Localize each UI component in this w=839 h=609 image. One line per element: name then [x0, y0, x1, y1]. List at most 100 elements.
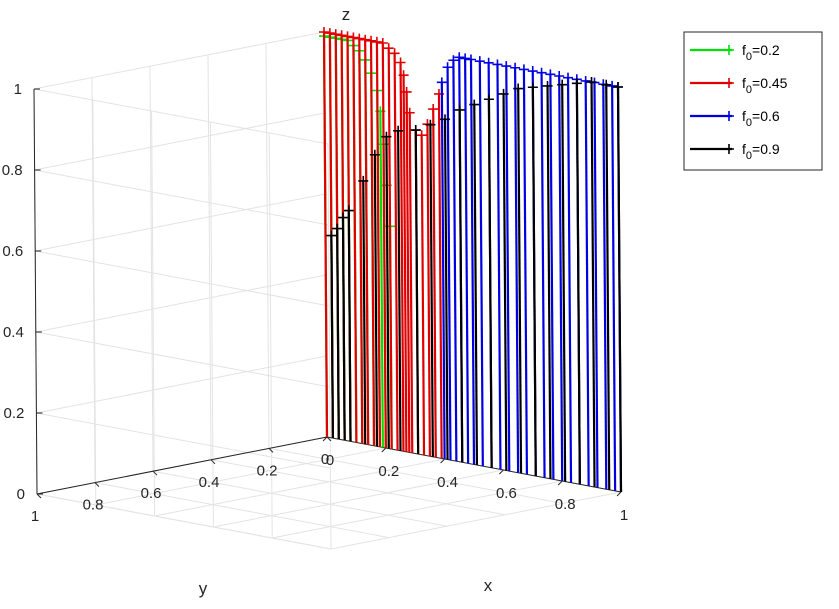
stem-line [362, 180, 367, 445]
xz-wall-grid-line [327, 143, 332, 550]
stem-line [611, 85, 617, 491]
stem-line [393, 53, 399, 451]
stem-line [549, 74, 555, 480]
y-axis-line [36, 436, 328, 495]
stem-marker [369, 149, 380, 160]
legend-box [683, 31, 823, 171]
stem-line [358, 38, 364, 444]
stem-line [546, 85, 552, 479]
stem-marker [330, 29, 341, 40]
stem-line [364, 39, 370, 445]
legend-marker [724, 78, 734, 88]
stem-marker [545, 69, 556, 80]
stem-line [540, 72, 546, 478]
legend-entry: f0=0.6 [690, 108, 780, 129]
stem-marker [336, 30, 347, 41]
floor-grid-line [330, 491, 622, 550]
stem-marker [358, 175, 369, 186]
y-tick-label: 0 [321, 451, 329, 468]
yz-wall-grid-line [33, 31, 325, 90]
stem-line [381, 42, 387, 449]
stem-marker [501, 61, 512, 72]
stem-marker [513, 83, 524, 94]
z-tick-label: 0 [17, 486, 25, 503]
stem-line [379, 111, 384, 448]
y-tick-label: 0.6 [141, 485, 162, 502]
stem-line [514, 67, 520, 473]
stem-line [341, 217, 346, 441]
xz-wall-grid-line [35, 250, 330, 307]
z-tick-label: 0.4 [3, 324, 24, 341]
stem-line [566, 77, 573, 483]
legend: f0=0.2 f0=0.45 f0=0.6 f0=0.9 [683, 31, 823, 171]
tick-labels: 0100.20.80.20.40.60.40.60.40.60.80.20.81… [2, 81, 628, 525]
stem-line [584, 80, 590, 486]
stem-marker [518, 64, 529, 75]
legend-label: f0=0.45 [742, 75, 788, 96]
stem-line [561, 84, 567, 482]
stem-marker [527, 82, 538, 93]
stem-marker [436, 77, 447, 88]
stem-line [397, 130, 402, 451]
stem-marker [586, 77, 597, 88]
xz-wall-grid-line [151, 110, 156, 517]
xz-wall-grid-line [209, 121, 214, 528]
stem-line [426, 124, 431, 457]
stem-marker [377, 38, 388, 48]
stem-marker [557, 79, 568, 90]
stem-series [319, 27, 623, 493]
stem-line [605, 84, 611, 490]
y-tick-mark [268, 448, 274, 453]
stem-marker [442, 62, 453, 73]
stem-marker [448, 55, 459, 66]
yz-wall-grid-line [207, 54, 212, 460]
stem-marker [492, 59, 503, 70]
yz-wall-grid-line [36, 355, 327, 414]
legend-label: f0=0.2 [742, 42, 780, 63]
legend-marker [724, 45, 734, 55]
stem-line [369, 40, 376, 446]
stem-marker [527, 66, 538, 77]
stem-marker [342, 31, 353, 42]
x-tick-label: 0.4 [437, 474, 458, 491]
xz-wall-grid-line [268, 132, 273, 539]
stem-marker [613, 82, 623, 92]
y-tick-label: 1 [31, 508, 39, 525]
stem-marker [332, 223, 343, 234]
stem-marker [571, 78, 582, 89]
z-tick-label: 0.2 [4, 405, 25, 422]
z-tick-label: 0.8 [2, 162, 23, 179]
stem-line [558, 75, 564, 482]
stem-line [446, 67, 452, 461]
stem-line [473, 104, 479, 466]
y-tick-mark [326, 436, 332, 442]
xz-wall-grid-line [34, 169, 329, 226]
xz-wall-grid-line [92, 99, 97, 506]
x-axis-label: x [484, 576, 493, 595]
yz-wall-grid-line [35, 193, 326, 252]
stem-line [502, 93, 508, 471]
x-tick-mark [440, 458, 445, 464]
floor-grid-line [272, 480, 563, 539]
stem-marker [404, 107, 415, 118]
stem-line [402, 75, 408, 452]
stem-marker [371, 36, 382, 47]
stem-marker [425, 119, 436, 130]
stem-line [405, 91, 411, 453]
stem-line [616, 86, 623, 493]
stem-marker [536, 67, 547, 78]
yz-wall-grid-line [91, 77, 96, 483]
floor-grid-line [152, 470, 448, 527]
y-tick-mark [210, 459, 216, 465]
stem-line [347, 210, 352, 442]
stem-line [336, 228, 340, 440]
xz-wall-grid-line [35, 331, 330, 388]
stem-line [458, 109, 464, 463]
x-tick-label: 0 [326, 452, 334, 469]
stem-line [440, 82, 446, 460]
stem-marker [381, 131, 392, 142]
stem-line [522, 69, 529, 475]
stem-marker [542, 80, 553, 91]
z-axis-line [33, 88, 38, 495]
y-tick-mark [36, 493, 42, 499]
